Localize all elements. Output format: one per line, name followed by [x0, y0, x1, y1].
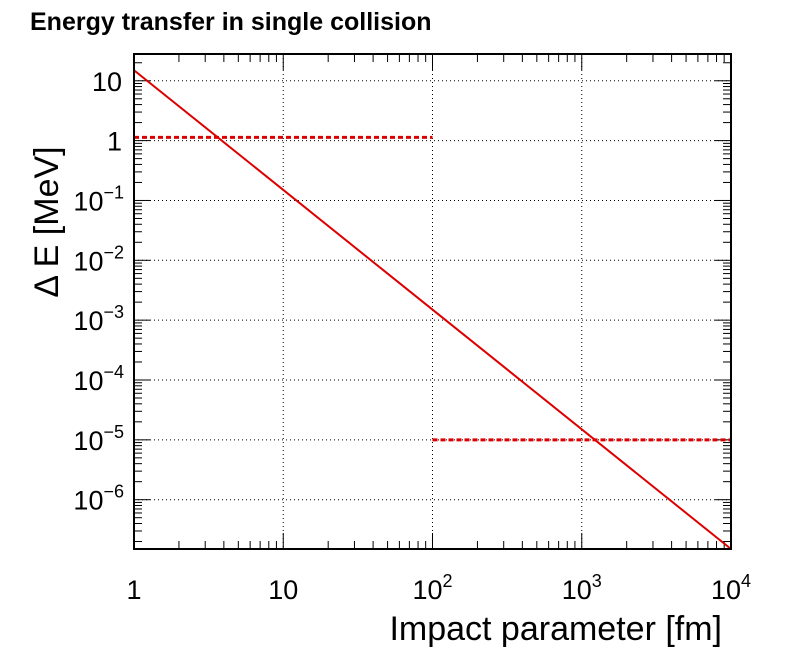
y-tick-label-4: 10−2	[73, 242, 124, 276]
grid-layer	[134, 54, 731, 549]
y-tick-label-7: 10	[92, 67, 122, 97]
x-axis-label: Impact parameter [fm]	[389, 610, 722, 648]
x-tick-label-2: 102	[412, 571, 452, 605]
series-0-solid-line	[133, 69, 732, 550]
x-tick-label-0: 1	[126, 575, 141, 605]
tick-labels: 1 10 102 103 104 10−6 10−5 10−4 10−3 10−2 10−1 1 10	[73, 67, 751, 605]
series-layer	[133, 69, 732, 550]
y-tick-label-6: 1	[107, 127, 122, 157]
x-tick-label-4: 104	[711, 571, 751, 605]
plot-frame	[133, 53, 732, 550]
y-tick-label-1: 10−5	[73, 422, 124, 456]
y-tick-label-5: 10−1	[73, 182, 124, 216]
chart-title: Energy transfer in single collision	[30, 8, 432, 36]
y-tick-label-2: 10−4	[73, 362, 124, 396]
x-tick-label-3: 103	[562, 571, 602, 605]
x-tick-label-1: 10	[268, 575, 298, 605]
y-tick-label-0: 10−6	[73, 482, 124, 516]
y-axis-label: Δ E [MeV]	[28, 146, 66, 297]
y-tick-label-3: 10−3	[73, 302, 124, 336]
